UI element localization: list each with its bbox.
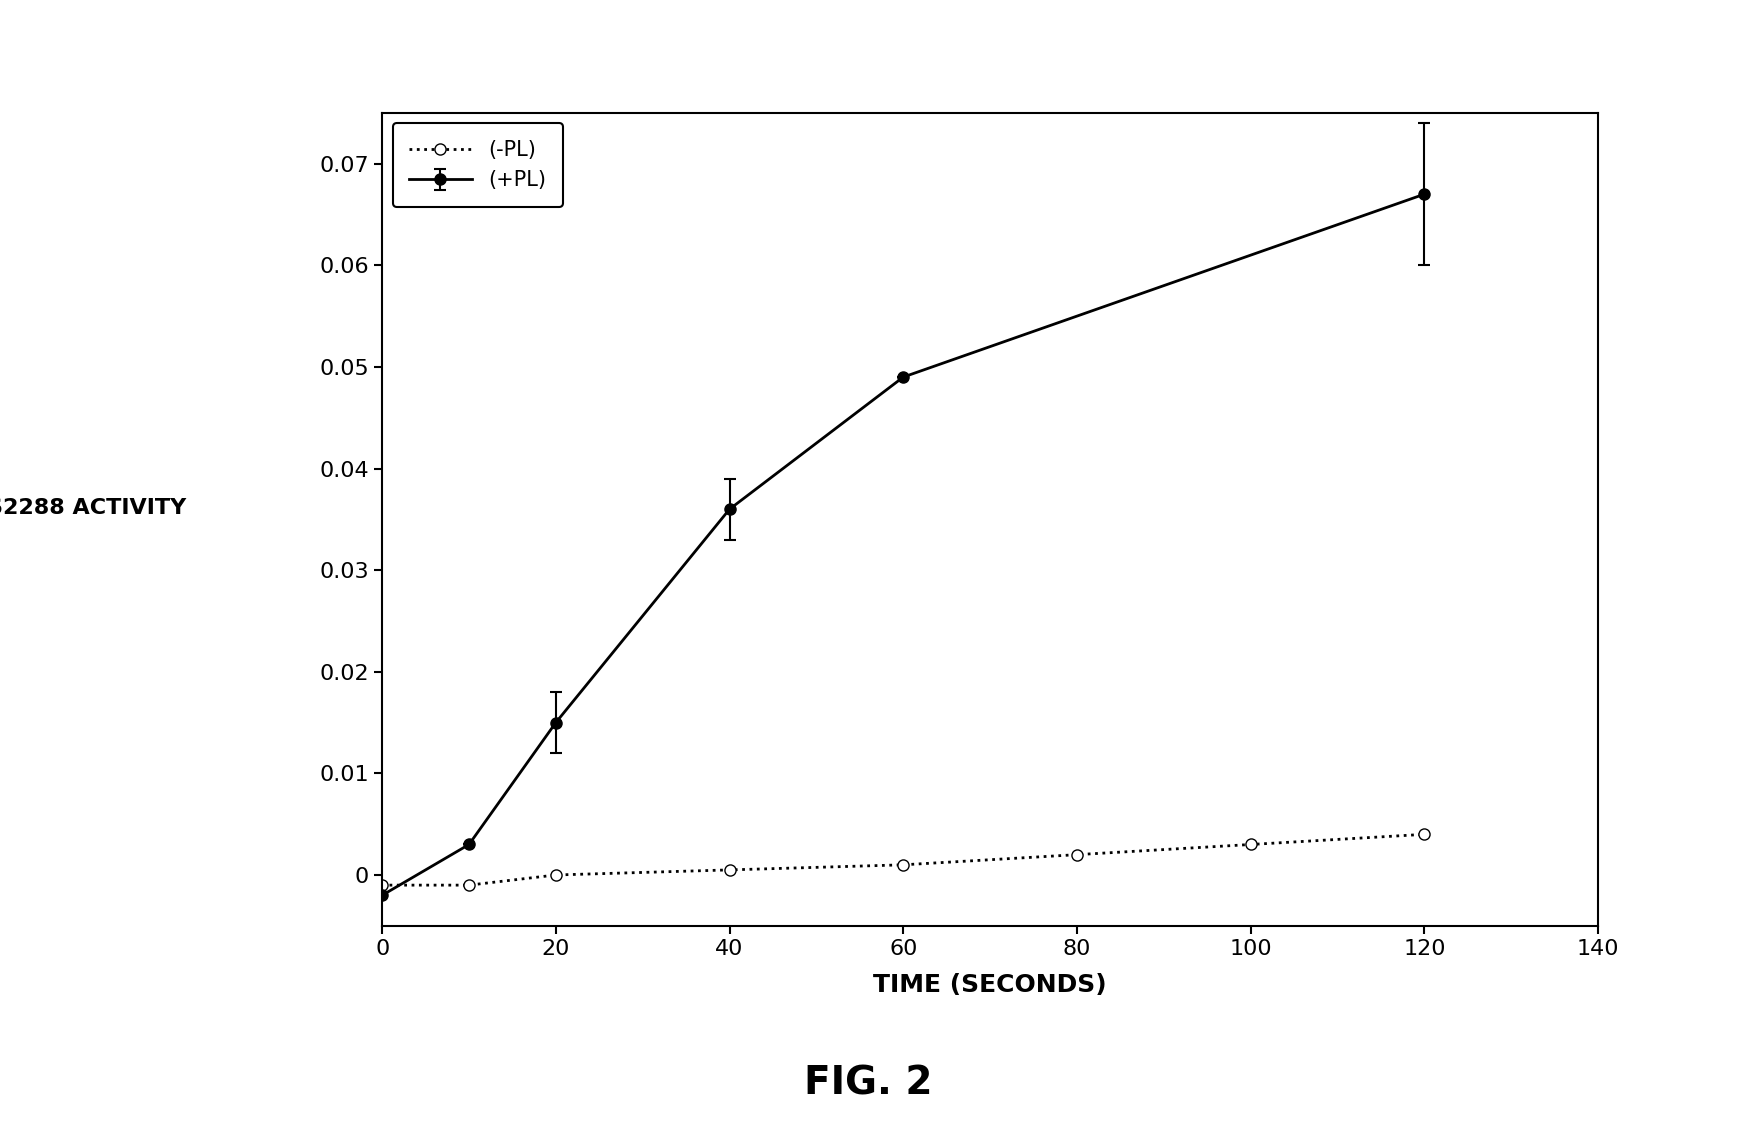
Line: (-PL): (-PL) (377, 829, 1430, 891)
(-PL) (1067, 848, 1087, 861)
Legend: (-PL), (+PL): (-PL), (+PL) (393, 123, 563, 207)
Text: FIG. 2: FIG. 2 (804, 1065, 933, 1103)
(-PL) (719, 864, 740, 877)
(-PL) (545, 868, 566, 882)
(-PL) (372, 878, 393, 892)
(-PL) (1240, 838, 1261, 851)
(-PL) (1414, 828, 1435, 841)
(-PL) (459, 878, 479, 892)
Text: S2288 ACTIVITY: S2288 ACTIVITY (0, 498, 186, 518)
X-axis label: TIME (SECONDS): TIME (SECONDS) (874, 973, 1106, 997)
(-PL) (893, 858, 914, 872)
